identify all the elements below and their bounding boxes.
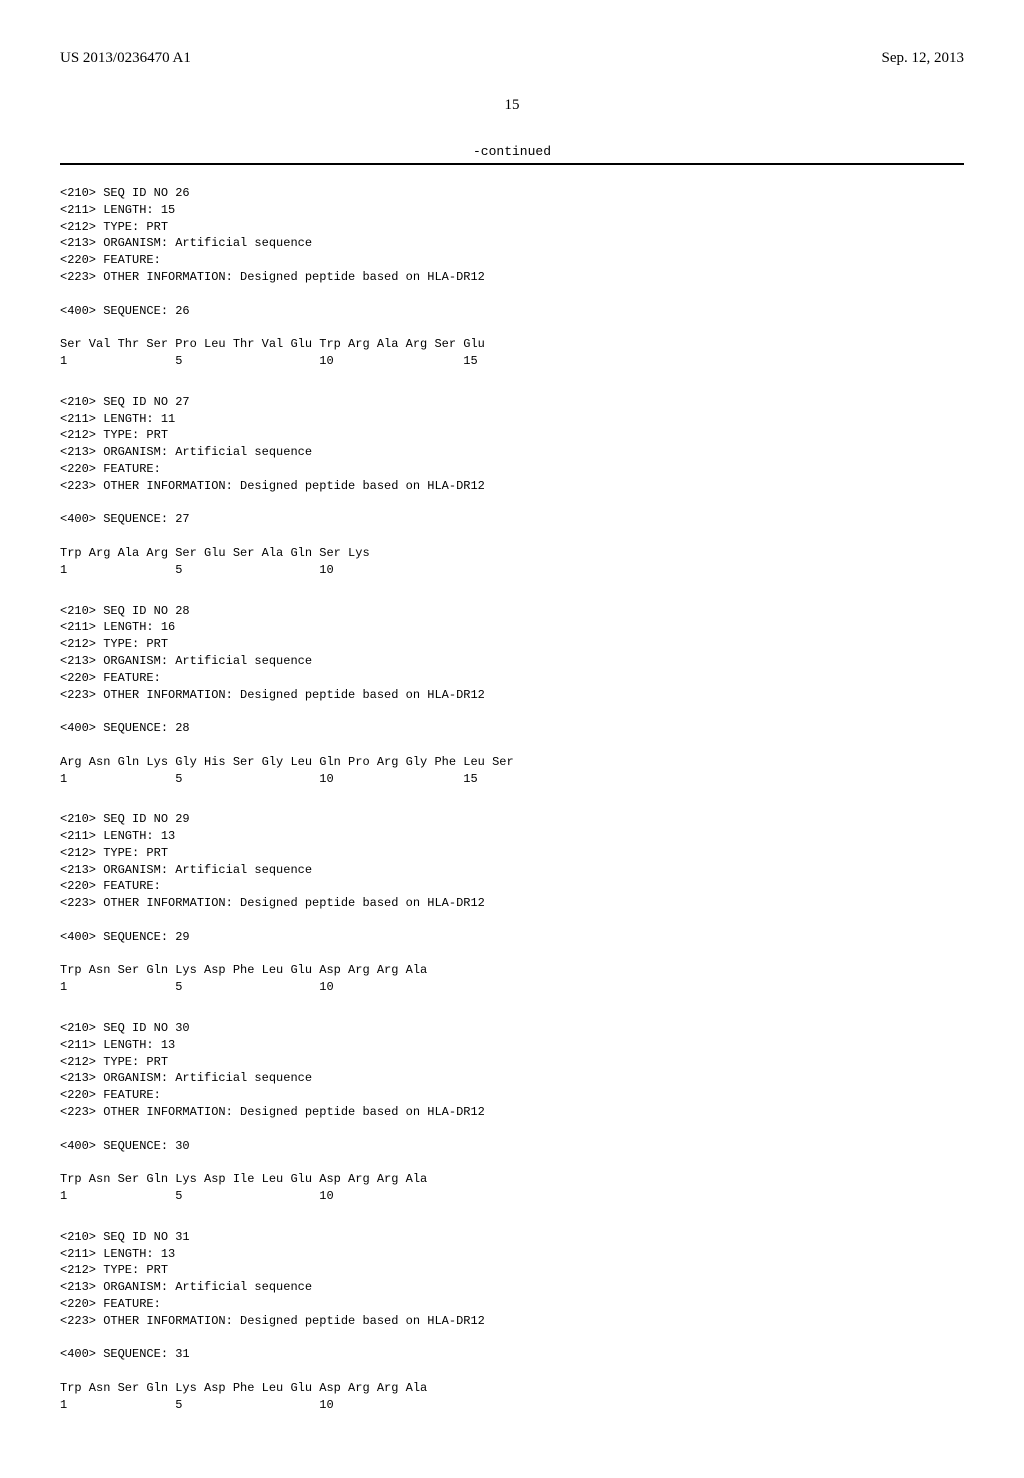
seq-type: <212> TYPE: PRT [60,427,964,444]
seq-feature: <220> FEATURE: [60,1087,964,1104]
sequence-block: <210> SEQ ID NO 29<211> LENGTH: 13<212> … [60,811,964,996]
seq-residues: Trp Asn Ser Gln Lys Asp Phe Leu Glu Asp … [60,1380,964,1397]
blank-line [60,912,964,929]
blank-line [60,1121,964,1138]
seq-feature: <220> FEATURE: [60,461,964,478]
seq-organism: <213> ORGANISM: Artificial sequence [60,444,964,461]
divider [60,163,964,165]
sequence-block: <210> SEQ ID NO 30<211> LENGTH: 13<212> … [60,1020,964,1205]
sequence-block: <210> SEQ ID NO 27<211> LENGTH: 11<212> … [60,394,964,579]
publication-date: Sep. 12, 2013 [882,50,965,67]
seq-header: <400> SEQUENCE: 30 [60,1138,964,1155]
page-container: US 2013/0236470 A1 Sep. 12, 2013 15 -con… [0,0,1024,1478]
sequence-block: <210> SEQ ID NO 26<211> LENGTH: 15<212> … [60,185,964,370]
blank-line [60,946,964,963]
seq-info: <223> OTHER INFORMATION: Designed peptid… [60,895,964,912]
seq-header: <400> SEQUENCE: 27 [60,511,964,528]
seq-numbers: 1 5 10 [60,979,964,996]
blank-line [60,1363,964,1380]
seq-length: <211> LENGTH: 15 [60,202,964,219]
seq-feature: <220> FEATURE: [60,670,964,687]
seq-length: <211> LENGTH: 13 [60,1246,964,1263]
sequence-block: <210> SEQ ID NO 31<211> LENGTH: 13<212> … [60,1229,964,1414]
seq-id: <210> SEQ ID NO 30 [60,1020,964,1037]
blank-line [60,495,964,512]
page-header: US 2013/0236470 A1 Sep. 12, 2013 [60,50,964,67]
seq-residues: Trp Asn Ser Gln Lys Asp Ile Leu Glu Asp … [60,1171,964,1188]
seq-organism: <213> ORGANISM: Artificial sequence [60,1279,964,1296]
seq-organism: <213> ORGANISM: Artificial sequence [60,1070,964,1087]
seq-type: <212> TYPE: PRT [60,845,964,862]
seq-length: <211> LENGTH: 13 [60,828,964,845]
seq-numbers: 1 5 10 15 [60,353,964,370]
seq-residues: Trp Arg Ala Arg Ser Glu Ser Ala Gln Ser … [60,545,964,562]
seq-id: <210> SEQ ID NO 27 [60,394,964,411]
blank-line [60,703,964,720]
blank-line [60,1330,964,1347]
sequences-container: <210> SEQ ID NO 26<211> LENGTH: 15<212> … [60,185,964,1414]
seq-residues: Trp Asn Ser Gln Lys Asp Phe Leu Glu Asp … [60,962,964,979]
seq-id: <210> SEQ ID NO 26 [60,185,964,202]
seq-header: <400> SEQUENCE: 28 [60,720,964,737]
sequence-block: <210> SEQ ID NO 28<211> LENGTH: 16<212> … [60,603,964,788]
page-number: 15 [60,97,964,114]
seq-type: <212> TYPE: PRT [60,1262,964,1279]
seq-organism: <213> ORGANISM: Artificial sequence [60,235,964,252]
seq-organism: <213> ORGANISM: Artificial sequence [60,653,964,670]
seq-id: <210> SEQ ID NO 31 [60,1229,964,1246]
seq-residues: Arg Asn Gln Lys Gly His Ser Gly Leu Gln … [60,754,964,771]
seq-type: <212> TYPE: PRT [60,219,964,236]
seq-info: <223> OTHER INFORMATION: Designed peptid… [60,269,964,286]
publication-number: US 2013/0236470 A1 [60,50,191,67]
seq-numbers: 1 5 10 [60,562,964,579]
seq-header: <400> SEQUENCE: 26 [60,303,964,320]
seq-header: <400> SEQUENCE: 29 [60,929,964,946]
seq-residues: Ser Val Thr Ser Pro Leu Thr Val Glu Trp … [60,336,964,353]
seq-organism: <213> ORGANISM: Artificial sequence [60,862,964,879]
blank-line [60,528,964,545]
seq-info: <223> OTHER INFORMATION: Designed peptid… [60,1104,964,1121]
seq-info: <223> OTHER INFORMATION: Designed peptid… [60,478,964,495]
seq-type: <212> TYPE: PRT [60,636,964,653]
seq-numbers: 1 5 10 [60,1397,964,1414]
blank-line [60,737,964,754]
seq-info: <223> OTHER INFORMATION: Designed peptid… [60,1313,964,1330]
continued-label: -continued [60,144,964,159]
seq-length: <211> LENGTH: 11 [60,411,964,428]
seq-feature: <220> FEATURE: [60,1296,964,1313]
seq-feature: <220> FEATURE: [60,252,964,269]
seq-id: <210> SEQ ID NO 29 [60,811,964,828]
blank-line [60,1154,964,1171]
seq-type: <212> TYPE: PRT [60,1054,964,1071]
seq-id: <210> SEQ ID NO 28 [60,603,964,620]
blank-line [60,286,964,303]
seq-numbers: 1 5 10 [60,1188,964,1205]
seq-header: <400> SEQUENCE: 31 [60,1346,964,1363]
seq-feature: <220> FEATURE: [60,878,964,895]
blank-line [60,319,964,336]
seq-length: <211> LENGTH: 13 [60,1037,964,1054]
seq-numbers: 1 5 10 15 [60,771,964,788]
seq-length: <211> LENGTH: 16 [60,619,964,636]
seq-info: <223> OTHER INFORMATION: Designed peptid… [60,687,964,704]
